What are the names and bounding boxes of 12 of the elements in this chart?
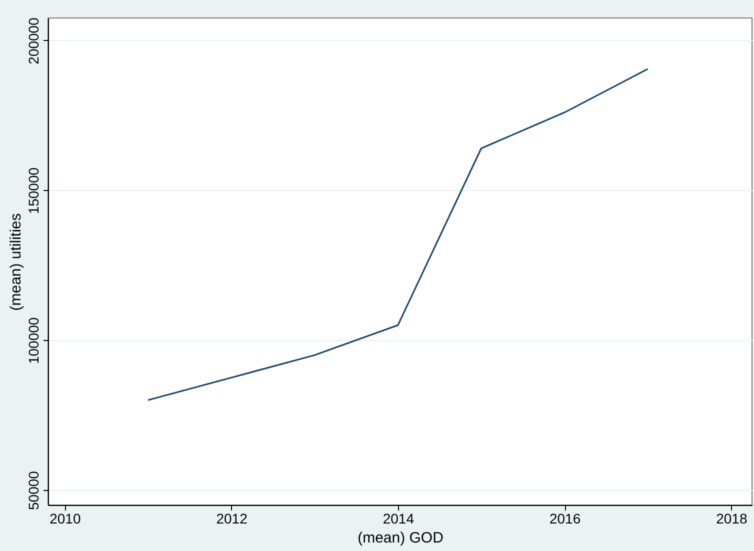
y-tick-label: 50000	[26, 470, 42, 510]
x-tick-label: 2018	[716, 510, 748, 526]
x-tick-label: 2012	[216, 510, 248, 526]
y-tick-label: 150000	[26, 167, 42, 214]
x-axis-title: (mean) GOD	[358, 530, 444, 546]
y-tick-label: 200000	[26, 17, 42, 64]
y-axis-title: (mean) utilities	[8, 213, 24, 311]
line-series	[147, 68, 649, 401]
y-tick-label: 100000	[26, 317, 42, 364]
x-tick-label: 2010	[50, 510, 81, 526]
x-tick-label: 2016	[549, 510, 581, 526]
x-tick-label: 2014	[382, 510, 414, 526]
